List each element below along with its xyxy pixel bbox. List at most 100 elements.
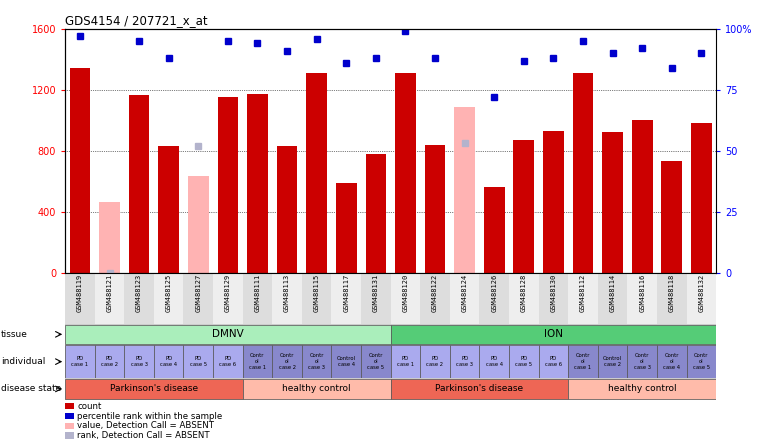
Text: GSM488121: GSM488121 — [106, 274, 113, 313]
Bar — [302, 273, 332, 324]
Text: Parkinson's disease: Parkinson's disease — [110, 385, 198, 393]
Bar — [188, 176, 208, 273]
Bar — [450, 273, 480, 324]
Text: PD
case 2: PD case 2 — [427, 356, 444, 367]
Bar — [154, 273, 184, 324]
Text: DMNV: DMNV — [212, 329, 244, 339]
Bar — [538, 273, 568, 324]
Text: GSM488128: GSM488128 — [521, 274, 527, 313]
Text: Contr
ol
case 5: Contr ol case 5 — [368, 353, 385, 370]
Text: GSM488130: GSM488130 — [551, 274, 556, 313]
Bar — [65, 325, 391, 344]
Bar — [213, 273, 243, 324]
Bar — [65, 273, 95, 324]
Bar — [538, 345, 568, 378]
Bar — [421, 345, 450, 378]
Bar — [361, 345, 391, 378]
Bar — [99, 202, 119, 273]
Bar — [391, 325, 716, 344]
Bar — [509, 345, 538, 378]
Bar — [247, 94, 268, 273]
Bar — [272, 345, 302, 378]
Bar — [277, 146, 297, 273]
Bar — [361, 273, 391, 324]
Text: tissue: tissue — [1, 330, 28, 339]
Bar — [597, 273, 627, 324]
Text: GSM488114: GSM488114 — [610, 274, 616, 313]
Bar — [306, 73, 327, 273]
Bar — [395, 73, 416, 273]
Bar — [480, 273, 509, 324]
Bar — [509, 273, 538, 324]
Bar — [691, 123, 712, 273]
Bar — [513, 140, 534, 273]
Bar — [391, 345, 421, 378]
Bar — [421, 273, 450, 324]
Bar — [65, 345, 95, 378]
Bar — [662, 162, 683, 273]
Text: healthy control: healthy control — [283, 385, 351, 393]
Bar — [454, 107, 475, 273]
Bar — [480, 345, 509, 378]
Bar — [391, 379, 568, 399]
Text: GSM488123: GSM488123 — [136, 274, 142, 313]
Text: Control
case 2: Control case 2 — [603, 356, 622, 367]
Text: GSM488118: GSM488118 — [669, 274, 675, 313]
Text: Control
case 4: Control case 4 — [337, 356, 355, 367]
Bar — [124, 345, 154, 378]
Text: Contr
ol
case 3: Contr ol case 3 — [308, 353, 326, 370]
Text: Contr
ol
case 4: Contr ol case 4 — [663, 353, 680, 370]
Bar — [602, 132, 623, 273]
Bar — [450, 345, 480, 378]
Text: PD
case 1: PD case 1 — [71, 356, 88, 367]
Bar — [391, 273, 421, 324]
Bar — [65, 379, 243, 399]
Bar — [365, 154, 386, 273]
Text: PD
case 5: PD case 5 — [190, 356, 207, 367]
Bar — [568, 345, 597, 378]
Text: GSM488124: GSM488124 — [462, 274, 468, 313]
Text: GSM488117: GSM488117 — [343, 274, 349, 313]
Text: PD
case 3: PD case 3 — [456, 356, 473, 367]
Bar — [302, 345, 332, 378]
Bar — [627, 345, 657, 378]
Text: PD
case 6: PD case 6 — [219, 356, 237, 367]
Text: GSM488115: GSM488115 — [313, 274, 319, 313]
Text: Contr
ol
case 3: Contr ol case 3 — [633, 353, 651, 370]
Text: GSM488132: GSM488132 — [699, 274, 705, 313]
Bar — [627, 273, 657, 324]
Bar — [597, 345, 627, 378]
Bar — [686, 345, 716, 378]
Bar — [336, 183, 357, 273]
Bar — [568, 379, 716, 399]
Text: GSM488120: GSM488120 — [402, 274, 408, 313]
Text: GDS4154 / 207721_x_at: GDS4154 / 207721_x_at — [65, 14, 208, 27]
Bar — [95, 345, 124, 378]
Bar — [272, 273, 302, 324]
Text: GSM488111: GSM488111 — [254, 274, 260, 313]
Bar — [657, 273, 686, 324]
Text: GSM488125: GSM488125 — [165, 274, 172, 313]
Bar — [657, 345, 686, 378]
Text: PD
case 6: PD case 6 — [545, 356, 562, 367]
Bar — [484, 186, 505, 273]
Text: GSM488129: GSM488129 — [225, 274, 231, 313]
Bar — [243, 345, 272, 378]
Text: Parkinson's disease: Parkinson's disease — [435, 385, 523, 393]
Text: PD
case 2: PD case 2 — [101, 356, 118, 367]
Bar — [332, 345, 361, 378]
Bar — [95, 273, 124, 324]
Text: PD
case 4: PD case 4 — [486, 356, 502, 367]
Text: GSM488126: GSM488126 — [491, 274, 497, 313]
Text: healthy control: healthy control — [608, 385, 676, 393]
Bar — [424, 145, 445, 273]
Text: GSM488119: GSM488119 — [77, 274, 83, 313]
Bar — [159, 146, 179, 273]
Text: percentile rank within the sample: percentile rank within the sample — [77, 412, 223, 420]
Bar — [154, 345, 184, 378]
Bar — [243, 273, 272, 324]
Bar — [124, 273, 154, 324]
Bar — [573, 73, 594, 273]
Bar — [213, 345, 243, 378]
Bar — [129, 95, 149, 273]
